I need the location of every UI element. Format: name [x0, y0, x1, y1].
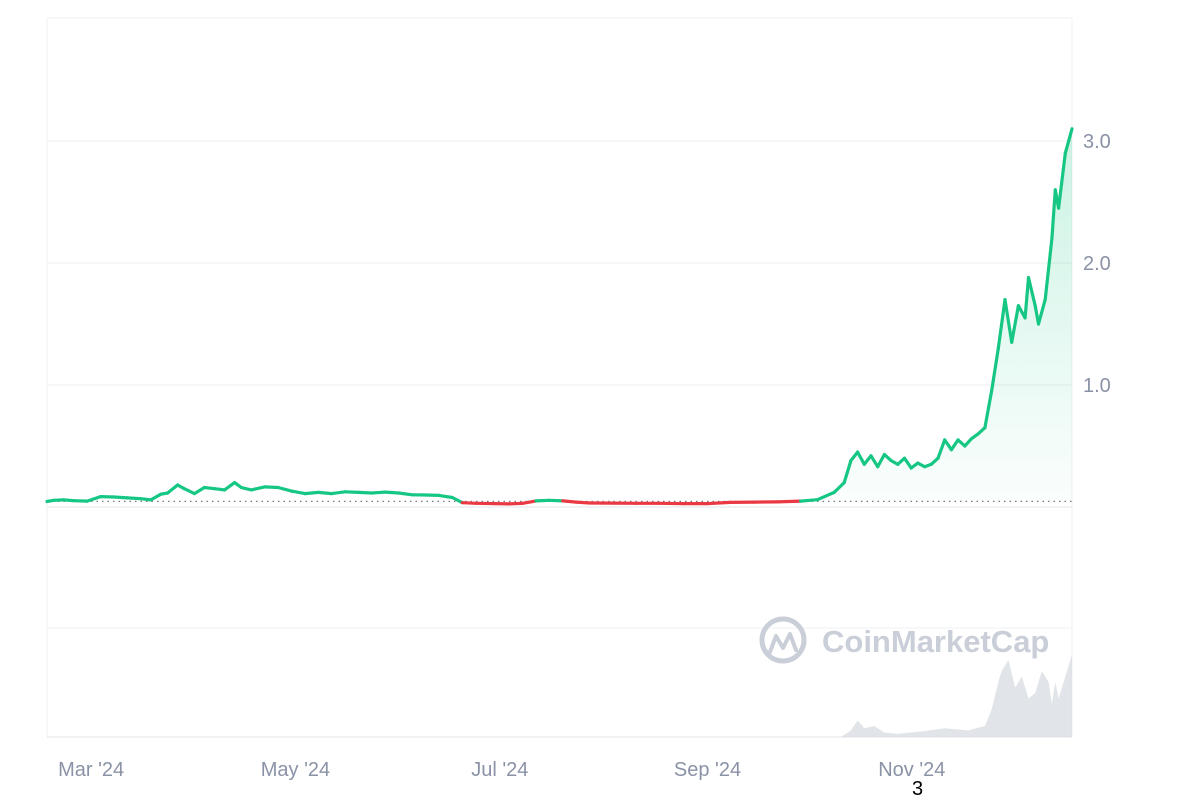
- price-segment: [707, 502, 730, 503]
- price-segment: [563, 501, 576, 502]
- price-segment: [168, 485, 178, 493]
- y-axis-ticks: 1.0 2.0 3.0: [1083, 131, 1111, 397]
- price-segment: [318, 492, 331, 493]
- price-segment: [332, 492, 345, 494]
- horizontal-gridlines: [47, 141, 1072, 385]
- x-tick-label: May '24: [261, 759, 330, 781]
- price-segment: [462, 503, 475, 504]
- x-tick-label: Mar '24: [58, 759, 124, 781]
- price-segment: [114, 497, 127, 498]
- price-segment: [359, 492, 372, 493]
- price-segment: [345, 492, 358, 493]
- y-tick-label: 3.0: [1083, 131, 1111, 153]
- price-segment: [184, 489, 194, 494]
- price-segment: [265, 487, 278, 488]
- price-line: [47, 129, 1072, 504]
- price-segment: [372, 492, 385, 493]
- price-segment: [509, 503, 522, 504]
- price-segment: [439, 495, 452, 497]
- coinmarketcap-watermark: CoinMarketCap: [762, 619, 1049, 661]
- price-segment: [87, 497, 100, 502]
- price-segment: [536, 500, 549, 501]
- volume-area: [841, 655, 1072, 738]
- price-segment: [305, 492, 318, 493]
- price-segment: [550, 500, 563, 501]
- price-segment: [452, 498, 462, 503]
- price-segment: [292, 491, 305, 494]
- x-tick-label: Jul '24: [471, 759, 528, 781]
- price-segment: [278, 488, 291, 492]
- price-segment: [801, 500, 818, 501]
- volume-shape: [841, 655, 1072, 738]
- price-segment: [817, 492, 834, 499]
- price-segment: [225, 483, 235, 490]
- footnote-number: 3: [912, 778, 923, 801]
- y-tick-label: 1.0: [1083, 375, 1111, 397]
- price-segment: [523, 501, 536, 503]
- y-tick-label: 2.0: [1083, 253, 1111, 275]
- price-segment: [127, 498, 140, 499]
- price-segment: [151, 494, 161, 500]
- coinmarketcap-logo-icon: [762, 619, 804, 661]
- price-segment: [194, 488, 204, 494]
- price-segment: [576, 502, 589, 503]
- price-segment: [251, 487, 264, 490]
- price-segment: [777, 501, 801, 502]
- price-segment: [399, 493, 412, 495]
- price-segment: [385, 492, 398, 493]
- x-tick-label: Sep '24: [674, 759, 741, 781]
- watermark-text: CoinMarketCap: [822, 624, 1049, 659]
